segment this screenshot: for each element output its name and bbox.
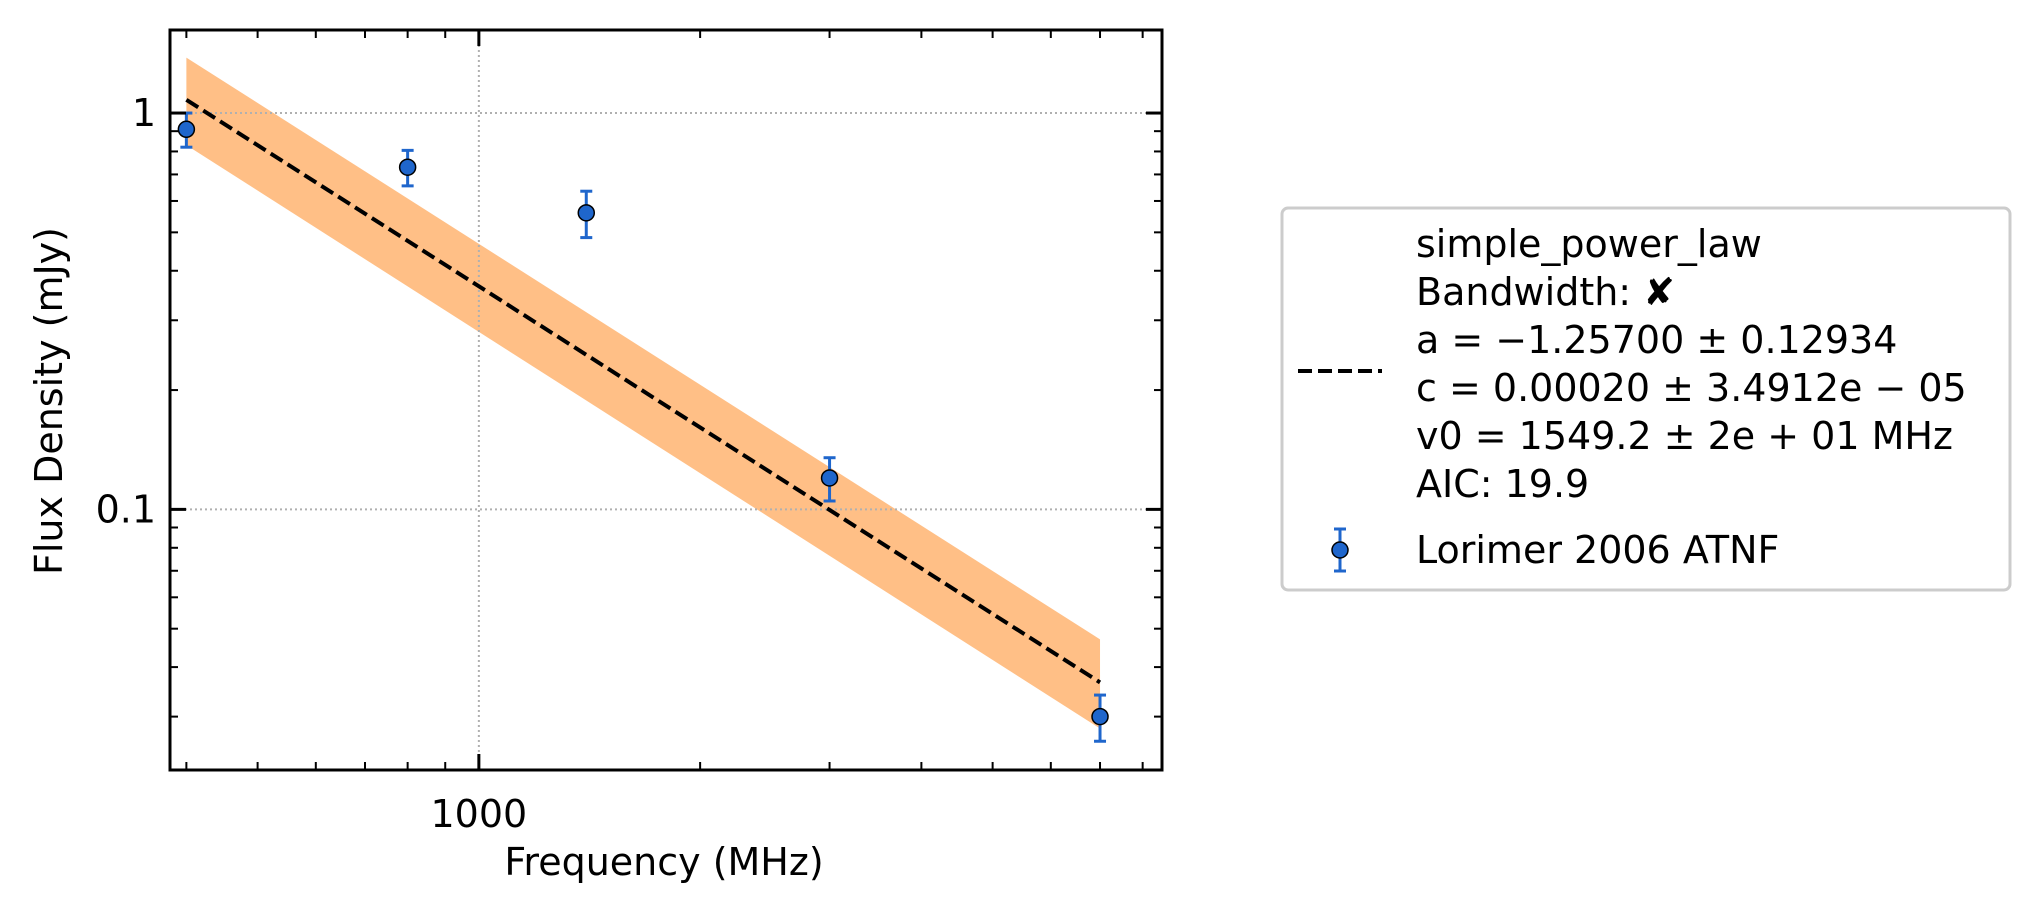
legend-data-marker [1331,527,1349,573]
data-point [577,204,596,222]
plot-area: 1000 0.1 1 [96,28,1164,836]
x-axis-label: Frequency (MHz) [504,840,823,884]
legend-frame [1280,206,2012,592]
y-tick-label: 0.1 [96,487,156,531]
data-point [398,158,417,176]
legend-data-label: Lorimer 2006 ATNF [1416,528,1779,572]
legend-fit-name: simple_power_law [1416,222,1762,266]
legend: simple_power_law Bandwidth: ✘ a = −1.257… [1280,206,2012,592]
data-point [820,469,839,487]
legend-fit-bandwidth: Bandwidth: ✘ [1416,270,1675,314]
data-point [177,120,196,139]
fit-line [185,98,1102,685]
plot-frame [168,28,1164,772]
x-tick-label: 1000 [431,792,528,836]
data-point [1091,707,1109,726]
legend-fit-param-a: a = −1.25700 ± 0.12934 [1416,318,1897,362]
legend-fit-param-v0: v0 = 1549.2 ± 2e + 01 MHz [1416,414,1953,458]
legend-fit-param-c: c = 0.00020 ± 3.4912e − 05 [1416,366,1967,410]
y-axis-label: Flux Density (mJy) [27,227,71,575]
y-tick-label: 1 [132,91,156,135]
legend-fit-aic: AIC: 19.9 [1416,462,1589,506]
